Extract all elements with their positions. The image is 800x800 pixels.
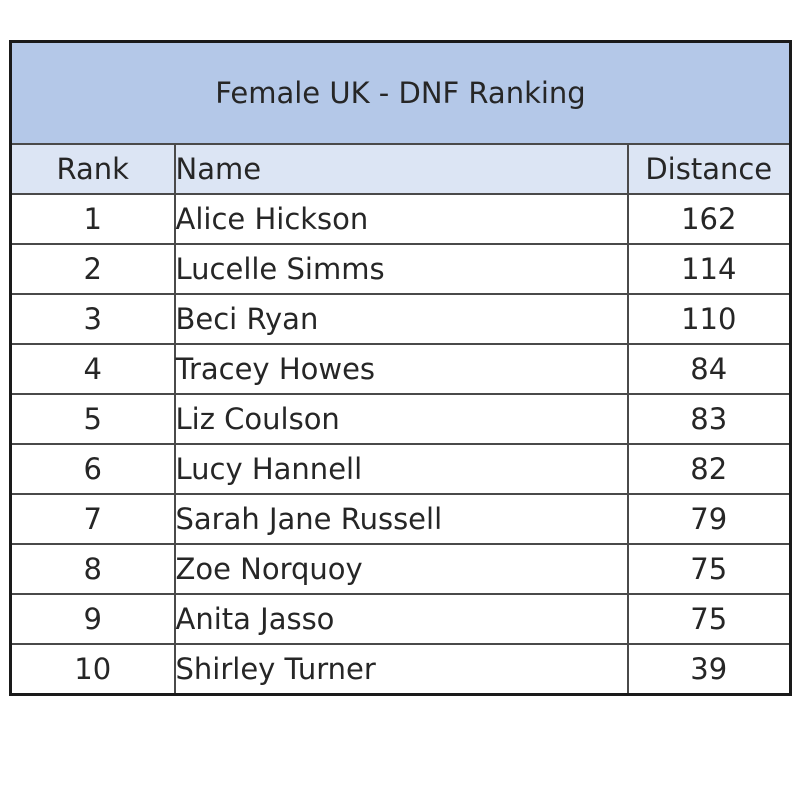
name-cell: Shirley Turner: [173, 643, 629, 696]
table-title: Female UK - DNF Ranking: [9, 40, 792, 145]
rank-cell: 5: [9, 393, 176, 445]
distance-cell: 75: [626, 543, 792, 595]
rank-cell: 4: [9, 343, 176, 395]
rank-cell: 3: [9, 293, 176, 345]
column-header-rank: Rank: [9, 143, 176, 195]
name-cell: Zoe Norquoy: [173, 543, 629, 595]
column-header-distance: Distance: [626, 143, 792, 195]
rank-cell: 6: [9, 443, 176, 495]
distance-cell: 82: [626, 443, 792, 495]
name-cell: Lucelle Simms: [173, 243, 629, 295]
column-header-name: Name: [173, 143, 629, 195]
distance-cell: 75: [626, 593, 792, 645]
name-cell: Lucy Hannell: [173, 443, 629, 495]
distance-cell: 162: [626, 193, 792, 245]
table-row: 1 Alice Hickson 162: [9, 193, 792, 245]
table-row: 8 Zoe Norquoy 75: [9, 543, 792, 595]
distance-cell: 83: [626, 393, 792, 445]
rank-cell: 1: [9, 193, 176, 245]
table-row: 4 Tracey Howes 84: [9, 343, 792, 395]
table-row: 10 Shirley Turner 39: [9, 643, 792, 696]
name-cell: Alice Hickson: [173, 193, 629, 245]
name-cell: Liz Coulson: [173, 393, 629, 445]
rank-cell: 8: [9, 543, 176, 595]
table-row: 2 Lucelle Simms 114: [9, 243, 792, 295]
header-row: Rank Name Distance: [9, 143, 792, 195]
name-cell: Beci Ryan: [173, 293, 629, 345]
name-cell: Sarah Jane Russell: [173, 493, 629, 545]
rank-cell: 9: [9, 593, 176, 645]
title-row: Female UK - DNF Ranking: [9, 40, 792, 145]
distance-cell: 79: [626, 493, 792, 545]
name-cell: Anita Jasso: [173, 593, 629, 645]
rank-cell: 7: [9, 493, 176, 545]
name-cell: Tracey Howes: [173, 343, 629, 395]
distance-cell: 110: [626, 293, 792, 345]
distance-cell: 84: [626, 343, 792, 395]
table-row: 3 Beci Ryan 110: [9, 293, 792, 345]
distance-cell: 39: [626, 643, 792, 696]
table-row: 6 Lucy Hannell 82: [9, 443, 792, 495]
table-body: 1 Alice Hickson 162 2 Lucelle Simms 114 …: [9, 193, 792, 696]
table-row: 7 Sarah Jane Russell 79: [9, 493, 792, 545]
rank-cell: 2: [9, 243, 176, 295]
table-row: 9 Anita Jasso 75: [9, 593, 792, 645]
distance-cell: 114: [626, 243, 792, 295]
table-row: 5 Liz Coulson 83: [9, 393, 792, 445]
rank-cell: 10: [9, 643, 176, 696]
ranking-table: Female UK - DNF Ranking Rank Name Distan…: [9, 40, 792, 696]
